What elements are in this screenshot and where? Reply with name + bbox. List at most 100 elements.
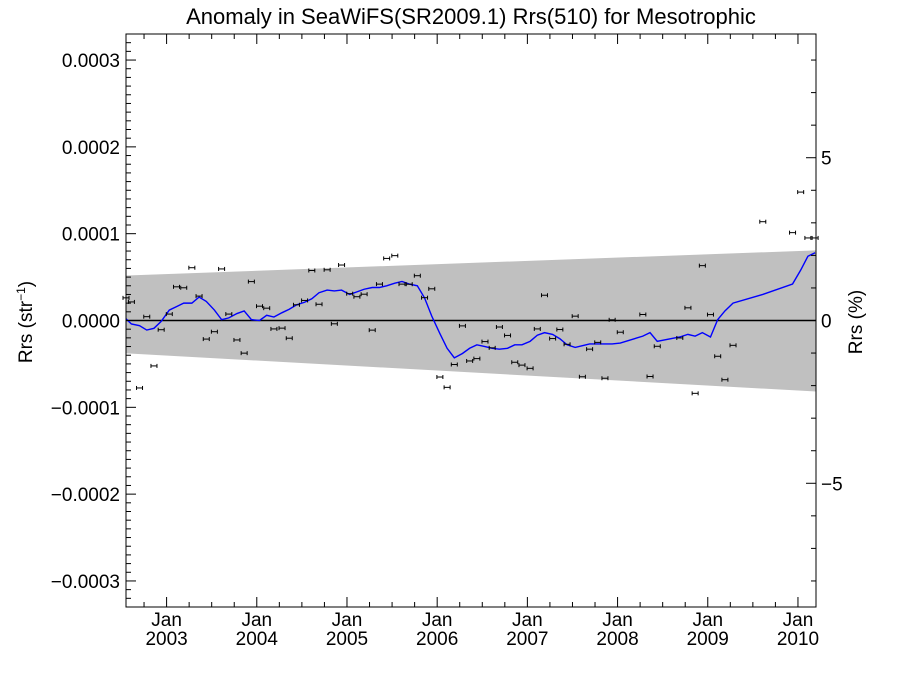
data-point: [398, 282, 406, 287]
data-point: [263, 306, 271, 311]
data-point: [443, 385, 451, 390]
data-point: [218, 266, 226, 271]
y-tick-label-left: 0.0000: [62, 312, 120, 333]
data-point: [301, 298, 309, 303]
data-point: [180, 285, 188, 290]
data-point: [481, 339, 489, 344]
axes-layer: 0.0003 0.0002 0.0001 0.0000 −0.0001 −0.0002 −0…: [51, 34, 843, 650]
data-point: [413, 273, 421, 278]
data-point: [136, 385, 144, 390]
data-point: [225, 312, 233, 317]
smoothed-series-line: [125, 252, 816, 359]
smoothed-line-layer: [125, 252, 816, 359]
x-tick-label-month: Jan: [332, 610, 363, 631]
data-point: [360, 292, 368, 297]
data-point: [202, 337, 210, 342]
data-point: [405, 282, 413, 287]
chart-title: Anomaly in SeaWiFS(SR2009.1) Rrs(510) fo…: [186, 4, 756, 29]
data-point: [541, 293, 549, 298]
data-point: [458, 323, 466, 328]
x-tick-label-year: 2004: [236, 629, 279, 650]
x-tick-label-year: 2009: [687, 629, 729, 650]
data-point: [421, 295, 429, 300]
x-tick-label-month: Jan: [692, 610, 723, 631]
data-point: [466, 358, 474, 363]
x-tick-label-month: Jan: [151, 610, 182, 631]
data-point: [210, 329, 218, 334]
x-tick-label-month: Jan: [602, 610, 633, 631]
x-tick-label-year: 2003: [145, 629, 187, 650]
data-point: [165, 312, 173, 317]
y-tick-label-right: −5: [821, 474, 843, 495]
data-point: [684, 305, 692, 310]
data-point: [315, 302, 323, 307]
y-tick-label-right: 0: [821, 312, 832, 333]
data-point: [586, 347, 594, 352]
data-point: [789, 230, 797, 235]
data-point: [150, 363, 158, 368]
data-point: [691, 391, 699, 396]
data-point: [323, 267, 331, 272]
data-point: [563, 342, 571, 347]
x-tick-label-year: 2010: [777, 629, 819, 650]
data-point: [338, 263, 346, 268]
data-point: [353, 294, 361, 299]
data-point: [698, 263, 706, 268]
data-point: [450, 362, 458, 367]
data-point: [759, 219, 767, 224]
data-point: [278, 326, 286, 331]
data-point: [511, 360, 519, 365]
data-point: [594, 340, 602, 345]
y-axis-label-left: Rrs (str−1): [14, 281, 37, 363]
data-point: [270, 326, 278, 331]
x-tick-label-month: Jan: [241, 610, 272, 631]
data-point: [533, 326, 541, 331]
x-tick-label-month: Jan: [512, 610, 543, 631]
x-tick-label-year: 2006: [416, 629, 458, 650]
data-point: [549, 336, 557, 341]
data-point: [157, 327, 165, 332]
data-point: [646, 374, 654, 379]
data-point: [240, 351, 248, 356]
data-point: [721, 377, 729, 382]
data-point: [797, 190, 805, 195]
x-tick-label-year: 2008: [596, 629, 638, 650]
data-point: [639, 312, 647, 317]
y-tick-label-left: 0.0002: [62, 138, 120, 159]
data-point: [473, 356, 481, 361]
data-point: [255, 304, 263, 309]
y-axis-label-left-close: ): [16, 281, 37, 287]
y-tick-label-left: −0.0002: [51, 485, 120, 506]
y-tick-label-left: 0.0003: [62, 51, 120, 72]
data-points-layer: [122, 190, 819, 396]
data-point: [653, 344, 661, 349]
data-point: [706, 312, 714, 317]
data-point: [368, 328, 376, 333]
x-tick-label-month: Jan: [422, 610, 453, 631]
data-point: [608, 317, 616, 322]
data-point: [488, 345, 496, 350]
data-point: [292, 302, 300, 307]
data-point: [285, 336, 293, 341]
y-axis-label-left-text: Rrs (str: [16, 300, 37, 363]
y-tick-label-left: 0.0001: [62, 225, 120, 246]
data-point: [601, 376, 609, 381]
x-tick-label-year: 2007: [506, 629, 548, 650]
data-point: [173, 284, 181, 289]
y-tick-label-left: −0.0001: [51, 398, 120, 419]
data-point: [571, 314, 579, 319]
data-point: [330, 321, 338, 326]
data-point: [495, 325, 503, 330]
data-point: [375, 282, 383, 287]
data-point: [526, 366, 534, 371]
data-point: [714, 354, 722, 359]
data-point: [143, 314, 151, 319]
data-point: [428, 286, 436, 291]
data-point: [729, 343, 737, 348]
y-tick-label-right: 5: [821, 149, 832, 170]
data-point: [804, 235, 812, 240]
data-point: [556, 327, 564, 332]
data-point: [233, 337, 241, 342]
data-point: [383, 256, 391, 261]
